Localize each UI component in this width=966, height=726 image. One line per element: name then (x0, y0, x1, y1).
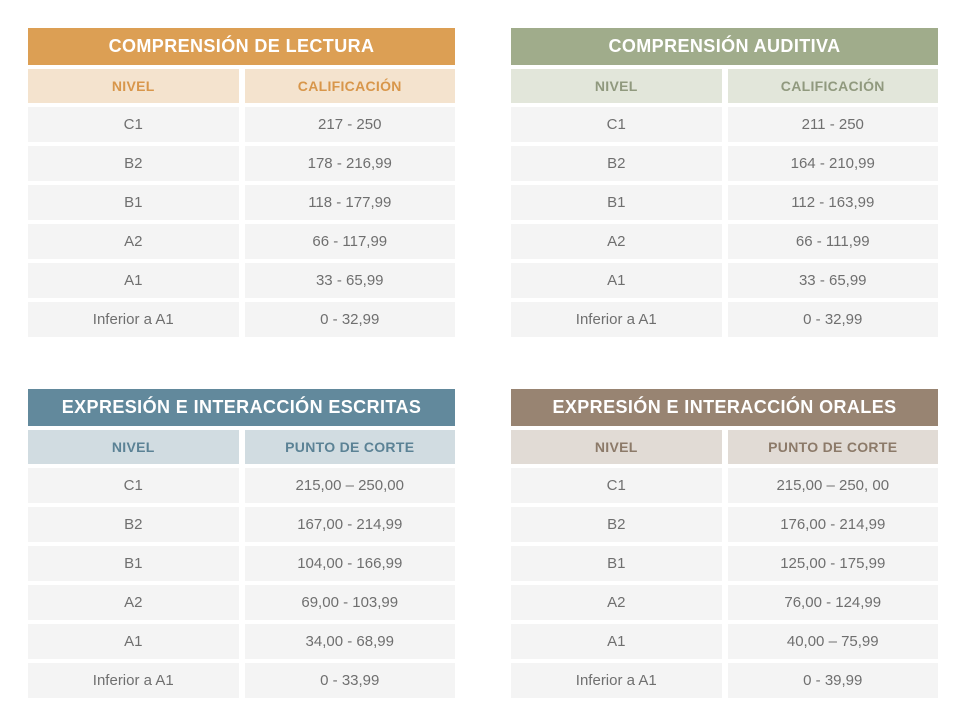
cell-score: 66 - 117,99 (245, 224, 456, 259)
cell-level: A2 (511, 224, 722, 259)
panel-lectura: COMPRENSIÓN DE LECTURA NIVEL CALIFICACIÓ… (28, 28, 455, 337)
col-score-header: CALIFICACIÓN (245, 69, 456, 103)
cell-level: A2 (28, 224, 239, 259)
cell-score: 34,00 - 68,99 (245, 624, 456, 659)
cell-level: Inferior a A1 (28, 663, 239, 698)
cell-score: 66 - 111,99 (728, 224, 939, 259)
cell-level: B2 (28, 507, 239, 542)
cell-score: 178 - 216,99 (245, 146, 456, 181)
cell-score: 0 - 33,99 (245, 663, 456, 698)
cell-score: 104,00 - 166,99 (245, 546, 456, 581)
cell-level: B2 (511, 507, 722, 542)
col-score-header: PUNTO DE CORTE (245, 430, 456, 464)
cell-level: Inferior a A1 (511, 302, 722, 337)
cell-score: 0 - 39,99 (728, 663, 939, 698)
cell-score: 0 - 32,99 (728, 302, 939, 337)
cell-level: B2 (28, 146, 239, 181)
table-row: A133 - 65,99 (511, 263, 938, 298)
table-row: B1104,00 - 166,99 (28, 546, 455, 581)
cell-score: 211 - 250 (728, 107, 939, 142)
col-score-header: PUNTO DE CORTE (728, 430, 939, 464)
table-row: B2167,00 - 214,99 (28, 507, 455, 542)
table-row: A269,00 - 103,99 (28, 585, 455, 620)
col-nivel-header: NIVEL (28, 69, 239, 103)
cell-score: 215,00 – 250,00 (245, 468, 456, 503)
table-row: B2178 - 216,99 (28, 146, 455, 181)
table-row: B2176,00 - 214,99 (511, 507, 938, 542)
panels-grid: COMPRENSIÓN DE LECTURA NIVEL CALIFICACIÓ… (28, 28, 938, 698)
panel-title: EXPRESIÓN E INTERACCIÓN ORALES (511, 389, 938, 426)
cell-score: 118 - 177,99 (245, 185, 456, 220)
panel-title: COMPRENSIÓN DE LECTURA (28, 28, 455, 65)
table-row: Inferior a A10 - 39,99 (511, 663, 938, 698)
table-row: A134,00 - 68,99 (28, 624, 455, 659)
table-row: B1125,00 - 175,99 (511, 546, 938, 581)
cell-level: A1 (511, 263, 722, 298)
table-row: B1118 - 177,99 (28, 185, 455, 220)
cell-level: B2 (511, 146, 722, 181)
panel-rows: C1215,00 – 250,00 B2167,00 - 214,99 B110… (28, 468, 455, 698)
col-nivel-header: NIVEL (511, 430, 722, 464)
table-row: A266 - 111,99 (511, 224, 938, 259)
panel-title: EXPRESIÓN E INTERACCIÓN ESCRITAS (28, 389, 455, 426)
cell-score: 125,00 - 175,99 (728, 546, 939, 581)
cell-score: 40,00 – 75,99 (728, 624, 939, 659)
panel-title: COMPRENSIÓN AUDITIVA (511, 28, 938, 65)
table-row: C1215,00 – 250,00 (28, 468, 455, 503)
cell-score: 217 - 250 (245, 107, 456, 142)
cell-level: B1 (28, 185, 239, 220)
cell-level: C1 (511, 468, 722, 503)
table-row: A140,00 – 75,99 (511, 624, 938, 659)
table-row: Inferior a A10 - 33,99 (28, 663, 455, 698)
col-nivel-header: NIVEL (511, 69, 722, 103)
table-row: C1215,00 – 250, 00 (511, 468, 938, 503)
cell-level: B1 (511, 546, 722, 581)
panel-auditiva: COMPRENSIÓN AUDITIVA NIVEL CALIFICACIÓN … (511, 28, 938, 337)
cell-level: Inferior a A1 (511, 663, 722, 698)
cell-score: 167,00 - 214,99 (245, 507, 456, 542)
panel-subhead: NIVEL CALIFICACIÓN (511, 69, 938, 103)
cell-level: B1 (511, 185, 722, 220)
table-row: A276,00 - 124,99 (511, 585, 938, 620)
cell-score: 112 - 163,99 (728, 185, 939, 220)
panel-escritas: EXPRESIÓN E INTERACCIÓN ESCRITAS NIVEL P… (28, 389, 455, 698)
panel-rows: C1211 - 250 B2164 - 210,99 B1112 - 163,9… (511, 107, 938, 337)
table-row: Inferior a A10 - 32,99 (28, 302, 455, 337)
cell-score: 164 - 210,99 (728, 146, 939, 181)
table-row: A266 - 117,99 (28, 224, 455, 259)
cell-score: 215,00 – 250, 00 (728, 468, 939, 503)
cell-level: A1 (28, 624, 239, 659)
cell-level: A2 (511, 585, 722, 620)
cell-level: A2 (28, 585, 239, 620)
panel-subhead: NIVEL PUNTO DE CORTE (511, 430, 938, 464)
table-row: B2164 - 210,99 (511, 146, 938, 181)
cell-level: C1 (511, 107, 722, 142)
panel-orales: EXPRESIÓN E INTERACCIÓN ORALES NIVEL PUN… (511, 389, 938, 698)
cell-level: B1 (28, 546, 239, 581)
cell-score: 76,00 - 124,99 (728, 585, 939, 620)
panel-subhead: NIVEL CALIFICACIÓN (28, 69, 455, 103)
cell-level: Inferior a A1 (28, 302, 239, 337)
panel-rows: C1217 - 250 B2178 - 216,99 B1118 - 177,9… (28, 107, 455, 337)
cell-level: A1 (28, 263, 239, 298)
col-nivel-header: NIVEL (28, 430, 239, 464)
cell-level: A1 (511, 624, 722, 659)
cell-score: 0 - 32,99 (245, 302, 456, 337)
table-row: A133 - 65,99 (28, 263, 455, 298)
table-row: B1112 - 163,99 (511, 185, 938, 220)
panel-subhead: NIVEL PUNTO DE CORTE (28, 430, 455, 464)
table-row: C1217 - 250 (28, 107, 455, 142)
table-row: C1211 - 250 (511, 107, 938, 142)
cell-score: 33 - 65,99 (245, 263, 456, 298)
col-score-header: CALIFICACIÓN (728, 69, 939, 103)
cell-level: C1 (28, 468, 239, 503)
cell-level: C1 (28, 107, 239, 142)
panel-rows: C1215,00 – 250, 00 B2176,00 - 214,99 B11… (511, 468, 938, 698)
cell-score: 176,00 - 214,99 (728, 507, 939, 542)
cell-score: 33 - 65,99 (728, 263, 939, 298)
cell-score: 69,00 - 103,99 (245, 585, 456, 620)
table-row: Inferior a A10 - 32,99 (511, 302, 938, 337)
